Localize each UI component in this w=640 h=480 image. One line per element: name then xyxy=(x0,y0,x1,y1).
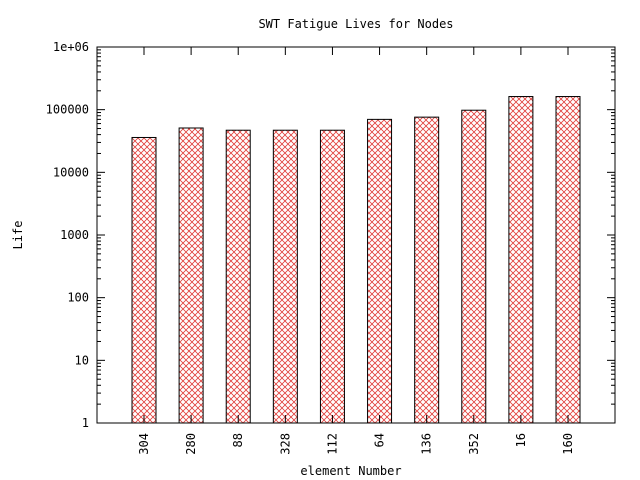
x-tick-label: 160 xyxy=(561,433,575,455)
x-tick-label: 136 xyxy=(420,433,434,455)
x-tick-label: 280 xyxy=(184,433,198,455)
y-tick-label: 100000 xyxy=(46,103,89,117)
bar xyxy=(178,127,204,424)
y-axis-label: Life xyxy=(11,221,25,250)
bar xyxy=(414,116,440,424)
x-tick-label: 16 xyxy=(514,433,528,447)
bar xyxy=(367,118,393,424)
bar xyxy=(555,96,581,424)
bar xyxy=(131,136,157,424)
plot-frame xyxy=(96,46,616,424)
y-tick-label: 1 xyxy=(82,416,89,430)
bar xyxy=(319,129,345,424)
y-tick-label: 10 xyxy=(75,353,89,367)
x-tick-label: 328 xyxy=(278,433,292,455)
x-tick-label: 304 xyxy=(137,433,151,455)
bar xyxy=(508,96,534,424)
x-tick-label: 64 xyxy=(373,433,387,447)
y-tick-label: 100 xyxy=(67,291,89,305)
y-tick-label: 1e+06 xyxy=(53,40,89,54)
x-tick-label: 88 xyxy=(231,433,245,447)
y-tick-label: 1000 xyxy=(60,228,89,242)
bar xyxy=(272,129,298,424)
bar xyxy=(225,129,251,424)
x-axis-label: element Number xyxy=(300,464,401,478)
x-tick-label: 352 xyxy=(467,433,481,455)
x-axis-ticks: 304 280 88 328 112 64 136 352 16 160 xyxy=(137,47,575,455)
bar xyxy=(461,109,487,424)
chart-title: SWT Fatigue Lives for Nodes xyxy=(258,17,453,31)
bars-group xyxy=(131,96,581,424)
y-axis-ticks: 1 10 100 1000 10000 100000 1e+06 xyxy=(46,40,615,430)
y-tick-label: 10000 xyxy=(53,165,89,179)
x-tick-label: 112 xyxy=(325,433,339,455)
